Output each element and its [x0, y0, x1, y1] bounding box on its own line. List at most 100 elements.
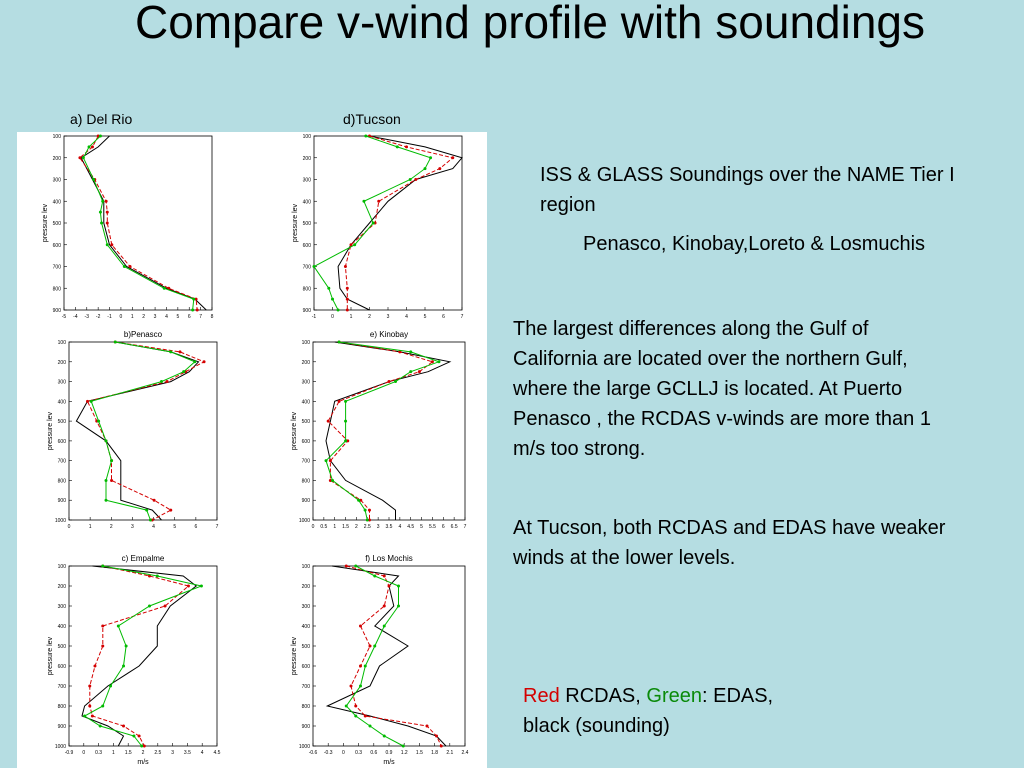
y-axis-label: pressure lev: [292, 203, 299, 242]
y-tick-label: 200: [302, 360, 311, 366]
data-point-rcdas: [349, 243, 353, 247]
data-point-edas: [110, 459, 114, 463]
data-point-rcdas: [169, 508, 173, 512]
y-tick-label: 1000: [299, 744, 310, 750]
y-tick-label: 500: [58, 419, 67, 425]
y-tick-label: 100: [58, 340, 67, 346]
y-tick-label: 400: [303, 199, 312, 205]
data-point-edas: [122, 664, 126, 668]
y-tick-label: 200: [58, 360, 67, 366]
gulf-differences-text: The largest differences along the Gulf o…: [513, 318, 931, 460]
y-axis-label: pressure lev: [47, 411, 54, 450]
x-tick-label: -1: [312, 314, 317, 320]
data-point-rcdas: [105, 210, 109, 214]
data-point-rcdas: [349, 684, 353, 688]
data-point-edas: [401, 744, 405, 748]
x-tick-label: 6: [442, 314, 445, 320]
data-point-edas: [368, 724, 372, 728]
y-tick-label: 300: [58, 604, 67, 610]
x-tick-label: 7: [216, 524, 219, 530]
series-line-edas: [345, 565, 404, 747]
data-point-edas: [97, 419, 101, 423]
data-point-edas: [98, 134, 102, 138]
x-tick-label: 4.5: [214, 750, 221, 756]
plot-frame: [313, 135, 463, 311]
series-line-edas: [83, 565, 204, 747]
y-tick-label: 900: [53, 308, 62, 314]
data-point-edas: [89, 399, 93, 403]
panel-label-tucson: d)Tucson: [343, 111, 401, 127]
y-tick-label: 1000: [299, 518, 310, 524]
data-point-rcdas: [163, 604, 167, 608]
x-axis-label: m/s: [137, 759, 149, 766]
data-point-rcdas: [363, 714, 367, 718]
y-tick-label: 100: [302, 340, 311, 346]
data-point-edas: [344, 419, 348, 423]
data-point-edas: [365, 518, 369, 522]
data-point-rcdas: [93, 664, 97, 668]
x-tick-label: 6: [194, 524, 197, 530]
y-tick-label: 600: [53, 243, 62, 249]
legend-edas: : EDAS,: [701, 685, 774, 707]
y-tick-label: 1000: [55, 744, 66, 750]
data-point-edas: [155, 574, 159, 578]
x-tick-label: 0.5: [320, 524, 327, 530]
series-line-rcdas: [344, 135, 454, 310]
data-point-edas: [363, 664, 367, 668]
data-point-rcdas: [195, 308, 199, 312]
x-tick-label: 2: [142, 750, 145, 756]
data-point-rcdas: [78, 156, 82, 160]
panel-title: e) Kinobay: [370, 330, 408, 339]
data-point-edas: [104, 478, 108, 482]
data-point-rcdas: [414, 178, 418, 181]
y-tick-label: 500: [302, 419, 311, 425]
data-point-rcdas: [165, 380, 169, 384]
y-axis-label: pressure lev: [291, 636, 298, 675]
data-point-edas: [382, 734, 386, 738]
y-tick-label: 200: [302, 584, 311, 590]
x-tick-label: 2: [355, 524, 358, 530]
x-tick-label: 4: [165, 314, 168, 320]
data-point-rcdas: [167, 286, 171, 290]
series-line-edas: [90, 341, 196, 521]
x-tick-label: 2.1: [446, 750, 453, 756]
data-point-rcdas: [152, 498, 156, 502]
y-tick-label: 600: [303, 243, 312, 249]
y-tick-label: 500: [53, 221, 62, 227]
data-point-edas: [98, 210, 102, 214]
legend-green-word: Green: [646, 685, 702, 707]
data-point-edas: [409, 370, 413, 374]
data-point-rcdas: [122, 724, 126, 728]
x-tick-label: 5: [176, 314, 179, 320]
data-point-rcdas: [382, 604, 386, 608]
x-tick-label: 1: [350, 314, 353, 320]
data-point-rcdas: [345, 308, 349, 312]
data-point-rcdas: [104, 199, 108, 203]
x-tick-label: 3: [171, 750, 174, 756]
data-point-edas: [113, 340, 117, 344]
x-tick-label: 4: [201, 750, 204, 756]
y-tick-label: 700: [58, 459, 67, 465]
data-point-edas: [105, 243, 109, 247]
series-line-rcdas: [79, 135, 198, 311]
data-point-rcdas: [202, 360, 206, 364]
slide-title: Compare v-wind profile with soundings: [134, 0, 926, 48]
y-tick-label: 100: [303, 134, 312, 140]
x-tick-label: 1.5: [342, 524, 349, 530]
data-point-rcdas: [88, 704, 92, 708]
y-tick-label: 1000: [55, 518, 66, 524]
data-point-edas: [191, 308, 195, 312]
data-point-edas: [353, 243, 357, 247]
x-tick-label: -0.6: [309, 750, 318, 756]
data-point-rcdas: [367, 508, 371, 512]
data-point-edas: [312, 265, 316, 268]
x-tick-label: 4: [405, 314, 408, 320]
data-point-edas: [140, 744, 144, 748]
series-line-edas: [313, 135, 432, 311]
series-line-edas: [82, 135, 195, 311]
y-tick-label: 800: [53, 286, 62, 292]
y-tick-label: 700: [302, 684, 311, 690]
x-tick-label: 3.5: [184, 750, 191, 756]
data-point-rcdas: [430, 360, 434, 364]
